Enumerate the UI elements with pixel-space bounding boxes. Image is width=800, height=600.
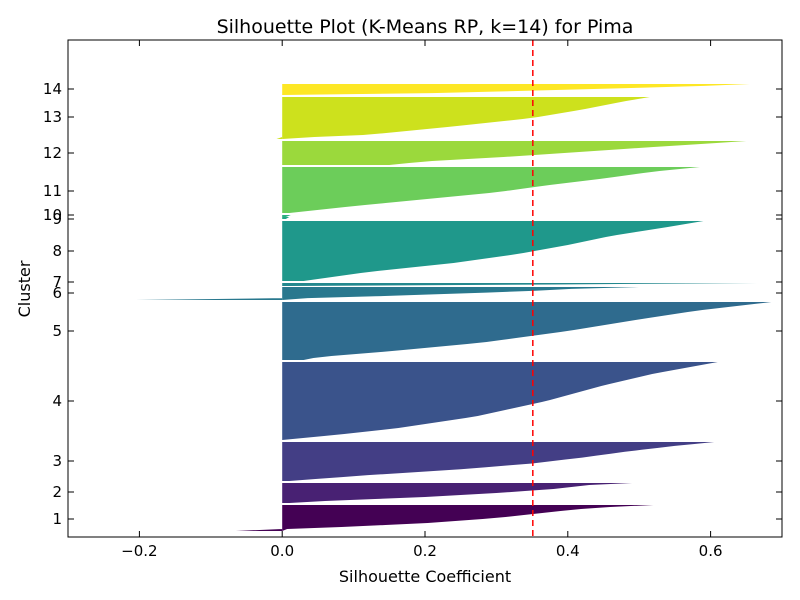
x-tick-label: 0.4 — [556, 542, 580, 560]
chart-title: Silhouette Plot (K-Means RP, k=14) for P… — [217, 16, 634, 38]
cluster-9-silhouette — [282, 217, 290, 219]
y-tick-label-cluster-13: 13 — [43, 108, 62, 126]
y-tick-label-cluster-8: 8 — [52, 242, 62, 260]
y-axis-label: Cluster — [15, 260, 34, 317]
cluster-12-silhouette — [282, 141, 747, 165]
cluster-6-silhouette — [282, 287, 640, 300]
y-tick-label-cluster-14: 14 — [43, 80, 62, 98]
cluster-5-silhouette — [282, 302, 772, 360]
silhouette-bars — [135, 84, 772, 531]
cluster-6-negative — [135, 287, 283, 300]
x-tick-label: 0.0 — [270, 542, 294, 560]
y-tick-label-cluster-6: 6 — [52, 284, 62, 302]
cluster-8-silhouette — [282, 221, 704, 281]
y-tick-label-cluster-3: 3 — [52, 452, 62, 470]
y-tick-label-cluster-7: 7 — [52, 273, 62, 291]
y-tick-label-cluster-4: 4 — [52, 392, 62, 410]
y-tick-label-cluster-9: 9 — [52, 210, 62, 228]
x-axis-label: Silhouette Coefficient — [339, 567, 511, 586]
x-tick-label: 0.6 — [699, 542, 723, 560]
cluster-4-silhouette — [282, 362, 718, 440]
x-axis-ticks: −0.2 0.0 0.2 0.4 0.6 — [121, 40, 723, 560]
cluster-2-silhouette — [282, 483, 633, 503]
cluster-3-silhouette — [282, 442, 715, 481]
cluster-7-silhouette — [282, 283, 758, 286]
cluster-10-silhouette — [282, 215, 291, 217]
y-tick-label-cluster-10: 10 — [43, 206, 62, 224]
cluster-11-silhouette — [282, 167, 700, 213]
y-tick-label-cluster-1: 1 — [52, 510, 62, 528]
x-tick-label: 0.2 — [413, 542, 437, 560]
cluster-14-silhouette — [282, 84, 750, 95]
y-tick-label-cluster-2: 2 — [52, 483, 62, 501]
y-tick-label-cluster-5: 5 — [52, 322, 62, 340]
x-tick-label: −0.2 — [121, 542, 157, 560]
y-tick-label-cluster-12: 12 — [43, 144, 62, 162]
cluster-13-silhouette — [282, 97, 650, 139]
cluster-1-silhouette — [282, 505, 654, 531]
y-tick-label-cluster-11: 11 — [43, 182, 62, 200]
